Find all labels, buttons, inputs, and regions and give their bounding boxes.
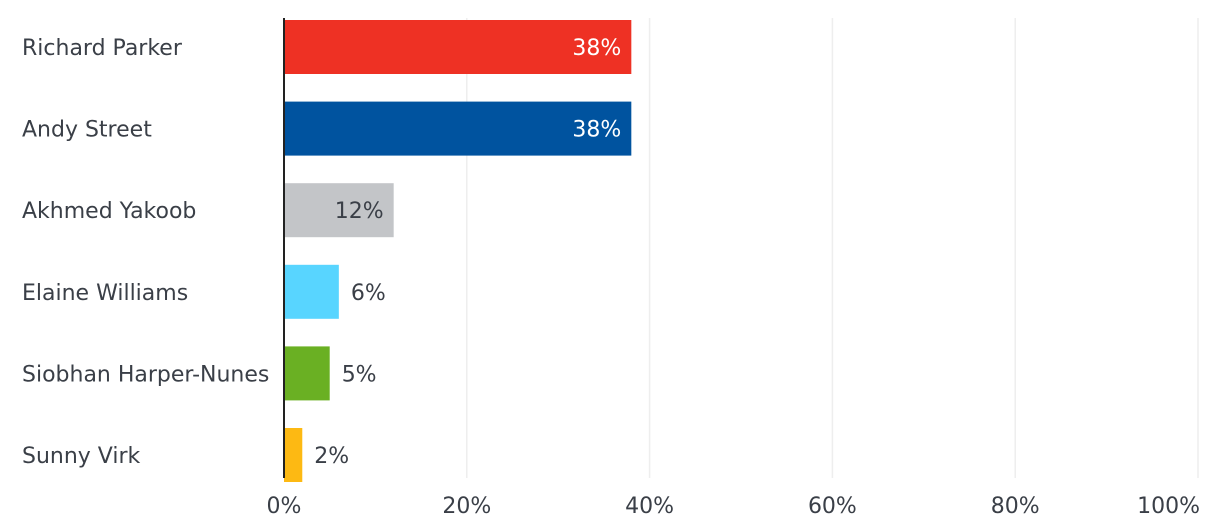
data-label: 6%: [351, 281, 386, 306]
bar-4: [284, 346, 330, 401]
data-label: 5%: [342, 362, 377, 387]
data-label: 38%: [572, 36, 621, 61]
x-tick-label: 100%: [1137, 494, 1200, 519]
data-label: 12%: [335, 199, 384, 224]
bar-5: [284, 428, 303, 482]
bars: [284, 20, 632, 482]
bar-2: [284, 183, 394, 238]
labels: 0% 20% 40% 60% 80% 100% Richard Parker 38% Andy …: [22, 36, 1200, 519]
gridlines: [466, 18, 1199, 478]
x-tick-label: 60%: [808, 494, 857, 519]
bar-1: [284, 101, 632, 156]
category-label: Andy Street: [22, 118, 152, 143]
data-label: 38%: [572, 118, 621, 143]
category-label: Sunny Virk: [22, 444, 141, 469]
x-tick-label: 80%: [991, 494, 1040, 519]
data-label: 2%: [314, 444, 349, 469]
bar-0: [284, 20, 632, 74]
category-label: Siobhan Harper-Nunes: [22, 362, 269, 387]
bar-3: [284, 264, 339, 319]
category-label: Elaine Williams: [22, 281, 188, 306]
category-label: Richard Parker: [22, 36, 183, 61]
x-tick-label: 0%: [267, 494, 302, 519]
x-tick-label: 20%: [442, 494, 491, 519]
x-tick-label: 40%: [625, 494, 674, 519]
category-label: Akhmed Yakoob: [22, 199, 196, 224]
